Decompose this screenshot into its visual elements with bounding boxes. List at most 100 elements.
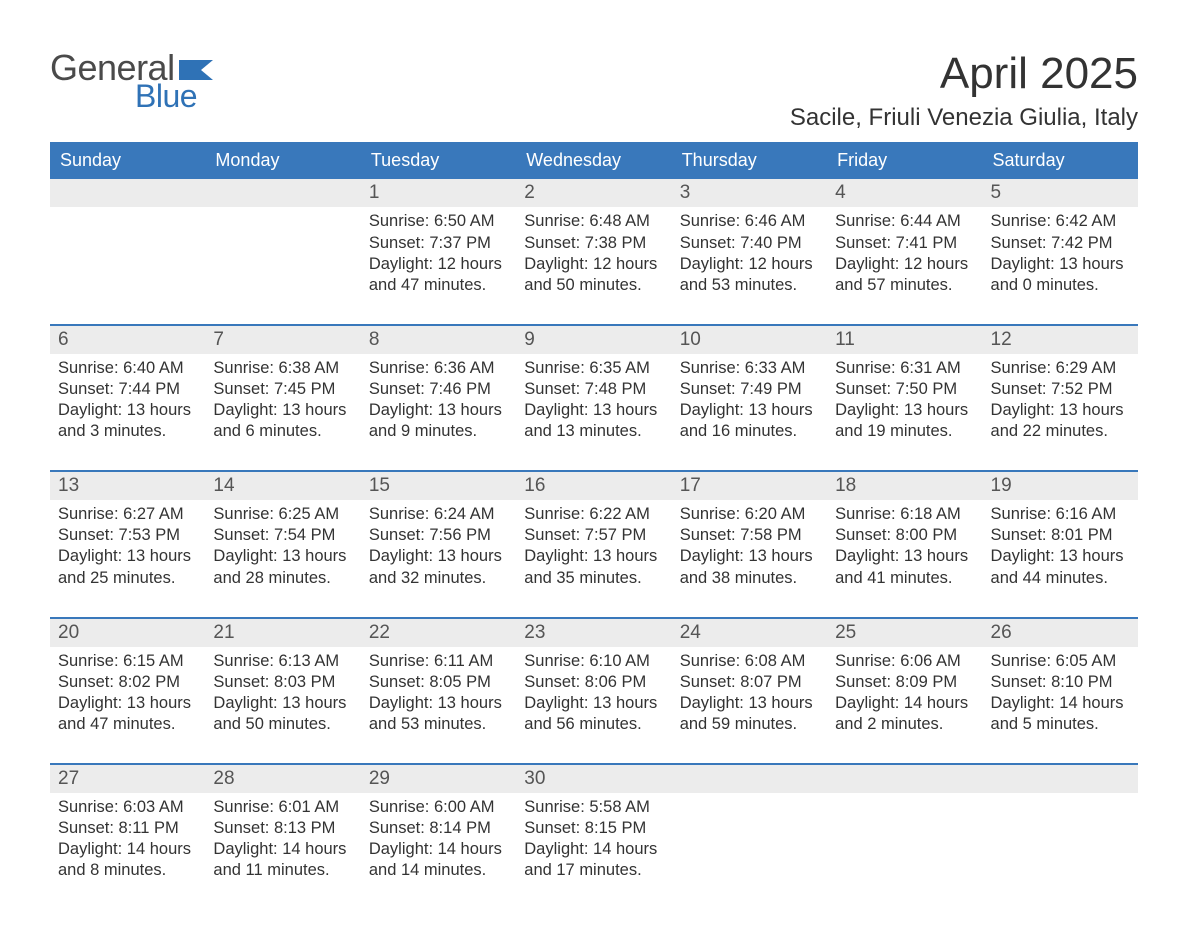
sunrise-line: Sunrise: 6:46 AM bbox=[680, 211, 819, 232]
sunrise-line: Sunrise: 6:15 AM bbox=[58, 651, 197, 672]
day-number: 29 bbox=[361, 765, 516, 793]
dow-cell: Tuesday bbox=[361, 142, 516, 179]
daylight-line: Daylight: 13 hours and 6 minutes. bbox=[213, 400, 352, 442]
day-cell: Sunrise: 6:27 AMSunset: 7:53 PMDaylight:… bbox=[50, 500, 205, 614]
day-number: 12 bbox=[983, 326, 1138, 354]
location-subtitle: Sacile, Friuli Venezia Giulia, Italy bbox=[790, 104, 1138, 132]
day-number: 3 bbox=[672, 179, 827, 207]
daylight-line: Daylight: 13 hours and 50 minutes. bbox=[213, 693, 352, 735]
day-cell: Sunrise: 6:15 AMSunset: 8:02 PMDaylight:… bbox=[50, 647, 205, 761]
day-cell: Sunrise: 6:24 AMSunset: 7:56 PMDaylight:… bbox=[361, 500, 516, 614]
daylight-line: Daylight: 13 hours and 28 minutes. bbox=[213, 546, 352, 588]
daylight-line: Daylight: 13 hours and 19 minutes. bbox=[835, 400, 974, 442]
sunrise-line: Sunrise: 6:24 AM bbox=[369, 504, 508, 525]
sunrise-line: Sunrise: 5:58 AM bbox=[524, 797, 663, 818]
daylight-line: Daylight: 13 hours and 22 minutes. bbox=[991, 400, 1130, 442]
day-cell: Sunrise: 6:42 AMSunset: 7:42 PMDaylight:… bbox=[983, 207, 1138, 321]
day-cell: Sunrise: 6:13 AMSunset: 8:03 PMDaylight:… bbox=[205, 647, 360, 761]
sunset-line: Sunset: 7:58 PM bbox=[680, 525, 819, 546]
dow-cell: Monday bbox=[205, 142, 360, 179]
sunset-line: Sunset: 7:44 PM bbox=[58, 379, 197, 400]
day-cell: Sunrise: 6:48 AMSunset: 7:38 PMDaylight:… bbox=[516, 207, 671, 321]
sunset-line: Sunset: 8:03 PM bbox=[213, 672, 352, 693]
sunset-line: Sunset: 7:50 PM bbox=[835, 379, 974, 400]
daylight-line: Daylight: 13 hours and 47 minutes. bbox=[58, 693, 197, 735]
day-number: 10 bbox=[672, 326, 827, 354]
day-number: 2 bbox=[516, 179, 671, 207]
sunset-line: Sunset: 7:49 PM bbox=[680, 379, 819, 400]
day-cell: Sunrise: 6:44 AMSunset: 7:41 PMDaylight:… bbox=[827, 207, 982, 321]
sunset-line: Sunset: 8:01 PM bbox=[991, 525, 1130, 546]
sunrise-line: Sunrise: 6:00 AM bbox=[369, 797, 508, 818]
sunrise-line: Sunrise: 6:08 AM bbox=[680, 651, 819, 672]
week: 13141516171819Sunrise: 6:27 AMSunset: 7:… bbox=[50, 470, 1138, 614]
sunrise-line: Sunrise: 6:13 AM bbox=[213, 651, 352, 672]
sunrise-line: Sunrise: 6:22 AM bbox=[524, 504, 663, 525]
sunrise-line: Sunrise: 6:33 AM bbox=[680, 358, 819, 379]
sunrise-line: Sunrise: 6:06 AM bbox=[835, 651, 974, 672]
daylight-line: Daylight: 14 hours and 14 minutes. bbox=[369, 839, 508, 881]
day-cell bbox=[672, 793, 827, 907]
day-cell: Sunrise: 6:38 AMSunset: 7:45 PMDaylight:… bbox=[205, 354, 360, 468]
day-of-week-header: SundayMondayTuesdayWednesdayThursdayFrid… bbox=[50, 142, 1138, 179]
month-title: April 2025 bbox=[790, 50, 1138, 98]
day-number-row: 20212223242526 bbox=[50, 617, 1138, 647]
day-cell bbox=[827, 793, 982, 907]
day-number bbox=[50, 179, 205, 207]
daylight-line: Daylight: 13 hours and 56 minutes. bbox=[524, 693, 663, 735]
day-number: 14 bbox=[205, 472, 360, 500]
day-body-row: Sunrise: 6:03 AMSunset: 8:11 PM Daylight:… bbox=[50, 793, 1138, 907]
dow-cell: Friday bbox=[827, 142, 982, 179]
sunset-line: Sunset: 7:53 PM bbox=[58, 525, 197, 546]
day-number: 22 bbox=[361, 619, 516, 647]
day-number-row: 12345 bbox=[50, 179, 1138, 207]
day-body-row: Sunrise: 6:27 AMSunset: 7:53 PMDaylight:… bbox=[50, 500, 1138, 614]
day-cell: Sunrise: 6:22 AMSunset: 7:57 PMDaylight:… bbox=[516, 500, 671, 614]
daylight-line: Daylight: 14 hours and 17 minutes. bbox=[524, 839, 663, 881]
daylight-line: Daylight: 13 hours and 13 minutes. bbox=[524, 400, 663, 442]
day-number: 28 bbox=[205, 765, 360, 793]
daylight-line: Daylight: 13 hours and 3 minutes. bbox=[58, 400, 197, 442]
brand-logo: General Blue bbox=[50, 50, 213, 112]
day-number: 7 bbox=[205, 326, 360, 354]
daylight-line: Daylight: 13 hours and 0 minutes. bbox=[991, 254, 1130, 296]
week: 20212223242526Sunrise: 6:15 AMSunset: 8:… bbox=[50, 617, 1138, 761]
day-cell: Sunrise: 6:31 AMSunset: 7:50 PMDaylight:… bbox=[827, 354, 982, 468]
daylight-line: Daylight: 14 hours and 11 minutes. bbox=[213, 839, 352, 881]
sunrise-line: Sunrise: 6:42 AM bbox=[991, 211, 1130, 232]
daylight-line: Daylight: 13 hours and 9 minutes. bbox=[369, 400, 508, 442]
day-number: 6 bbox=[50, 326, 205, 354]
sunset-line: Sunset: 8:06 PM bbox=[524, 672, 663, 693]
sunset-line: Sunset: 8:15 PM bbox=[524, 818, 663, 839]
sunrise-line: Sunrise: 6:16 AM bbox=[991, 504, 1130, 525]
day-number-row: 6789101112 bbox=[50, 324, 1138, 354]
daylight-line: Daylight: 13 hours and 38 minutes. bbox=[680, 546, 819, 588]
sunset-line: Sunset: 7:54 PM bbox=[213, 525, 352, 546]
sunrise-line: Sunrise: 6:40 AM bbox=[58, 358, 197, 379]
daylight-line: Daylight: 13 hours and 53 minutes. bbox=[369, 693, 508, 735]
header: General Blue April 2025 Sacile, Friuli V… bbox=[50, 50, 1138, 132]
day-number: 20 bbox=[50, 619, 205, 647]
day-number: 16 bbox=[516, 472, 671, 500]
sunset-line: Sunset: 8:02 PM bbox=[58, 672, 197, 693]
sunset-line: Sunset: 7:42 PM bbox=[991, 233, 1130, 254]
sunrise-line: Sunrise: 6:25 AM bbox=[213, 504, 352, 525]
day-cell: Sunrise: 6:46 AMSunset: 7:40 PMDaylight:… bbox=[672, 207, 827, 321]
sunset-line: Sunset: 7:57 PM bbox=[524, 525, 663, 546]
dow-cell: Sunday bbox=[50, 142, 205, 179]
day-number: 15 bbox=[361, 472, 516, 500]
sunrise-line: Sunrise: 6:29 AM bbox=[991, 358, 1130, 379]
day-number bbox=[983, 765, 1138, 793]
dow-cell: Wednesday bbox=[516, 142, 671, 179]
sunrise-line: Sunrise: 6:20 AM bbox=[680, 504, 819, 525]
day-cell: Sunrise: 6:08 AMSunset: 8:07 PMDaylight:… bbox=[672, 647, 827, 761]
day-cell: Sunrise: 6:29 AMSunset: 7:52 PMDaylight:… bbox=[983, 354, 1138, 468]
page: General Blue April 2025 Sacile, Friuli V… bbox=[0, 0, 1188, 950]
sunset-line: Sunset: 7:45 PM bbox=[213, 379, 352, 400]
sunset-line: Sunset: 8:11 PM bbox=[58, 818, 197, 839]
sunrise-line: Sunrise: 6:03 AM bbox=[58, 797, 197, 818]
day-number: 1 bbox=[361, 179, 516, 207]
sunset-line: Sunset: 8:05 PM bbox=[369, 672, 508, 693]
sunset-line: Sunset: 7:40 PM bbox=[680, 233, 819, 254]
day-number: 23 bbox=[516, 619, 671, 647]
